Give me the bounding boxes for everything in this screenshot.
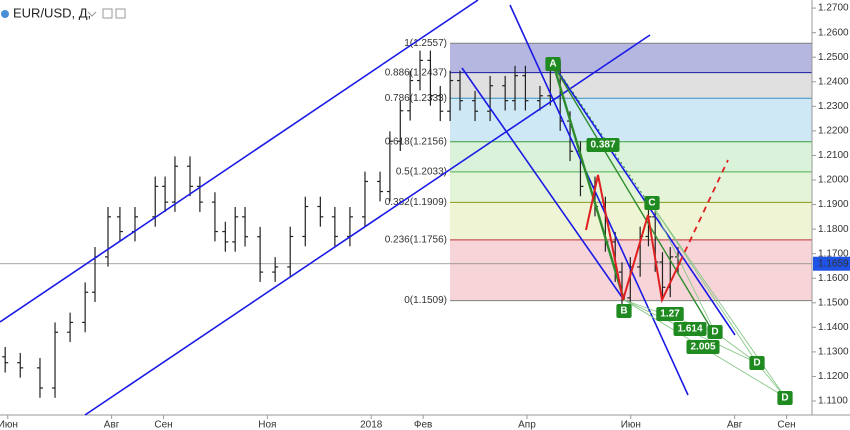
trend-line <box>552 62 651 206</box>
price-bars <box>2 50 682 398</box>
y-tick-label: 1.1500 <box>818 297 849 308</box>
x-tick-label: Июн <box>621 420 641 430</box>
fib-band <box>450 171 812 203</box>
point-tag: D <box>749 356 765 370</box>
y-tick-label: 1.1800 <box>818 224 849 235</box>
zigzag <box>585 174 681 304</box>
tag-box <box>686 340 720 354</box>
fib-label: 0.5(1.2033) <box>396 167 447 178</box>
annotation-tags: A B C D D D 0.387 1.27 1.614 2.005 <box>545 57 793 405</box>
x-tick-label: Авг <box>104 420 120 430</box>
point-tag: B <box>616 304 632 318</box>
x-tick-label: Апр <box>518 420 536 430</box>
tag-box <box>777 391 793 405</box>
pattern-leg <box>651 204 716 333</box>
channel-line <box>0 0 479 323</box>
x-tick-label: Авг <box>727 420 743 430</box>
channel-line <box>84 34 651 416</box>
fib-band <box>450 72 812 99</box>
point-label: D <box>753 358 760 369</box>
settings-icon[interactable] <box>102 8 113 19</box>
y-tick-label: 1.2500 <box>818 52 849 63</box>
point-tag: D <box>707 325 723 339</box>
fib-label: 0.236(1.1756) <box>385 235 447 246</box>
fib-label: 0.618(1.2156) <box>385 136 447 147</box>
tag-box <box>545 57 561 71</box>
channel-line <box>509 4 689 396</box>
y-tick-label: 1.1400 <box>818 322 849 333</box>
point-label: D <box>781 393 788 404</box>
ratio-label: 1.27 <box>660 309 680 320</box>
fib-band <box>450 202 812 240</box>
y-tick-label: 1.1700 <box>818 248 849 259</box>
fibonacci: 1(1.2557) 0.886(1.2437) 0.786(1.2333) 0.618… <box>385 38 812 306</box>
tag-box <box>586 138 620 152</box>
point-tag: A <box>545 57 561 71</box>
ratio-label: 2.005 <box>690 342 715 353</box>
y-tick-label: 1.2200 <box>818 126 849 137</box>
last-price-label: 1.1659 <box>818 258 849 269</box>
fib-label: 0.786(1.2333) <box>385 93 447 104</box>
fib-label: 0.886(1.2437) <box>385 67 447 78</box>
y-tick-label: 1.2700 <box>818 3 849 14</box>
channel-line <box>549 59 736 336</box>
projection <box>679 159 729 263</box>
ratio-tag: 1.614 <box>673 322 707 336</box>
y-tick-label: 1.1300 <box>818 347 849 358</box>
x-tick-label: Ноя <box>258 420 276 430</box>
x-tick-label: Фев <box>414 420 432 430</box>
ratio-label: 0.387 <box>590 140 615 151</box>
ratio-tag: 1.27 <box>656 307 684 321</box>
ratio-tag: 2.005 <box>686 340 720 354</box>
trend-line <box>551 62 713 331</box>
point-tag: D <box>777 391 793 405</box>
y-tick-label: 1.2100 <box>818 150 849 161</box>
point-label: B <box>620 306 627 317</box>
y-tick-label: 1.1900 <box>818 199 849 210</box>
tag-box <box>616 304 632 318</box>
price-axis-bg <box>812 0 850 430</box>
y-tick-label: 1.1200 <box>818 371 849 382</box>
point-tag: C <box>644 196 660 210</box>
fib-band <box>450 98 812 142</box>
close-icon[interactable] <box>115 8 126 19</box>
header: EUR/USD, Д, <box>1 5 126 20</box>
tag-box <box>749 356 765 370</box>
pattern-leg <box>551 62 626 301</box>
ratio-tag: 0.387 <box>586 138 620 152</box>
fib-label: 0.382(1.1909) <box>385 197 447 208</box>
dropdown-icon[interactable] <box>87 11 97 17</box>
point-label: C <box>648 198 655 209</box>
tag-box <box>673 322 707 336</box>
point-label: D <box>711 327 718 338</box>
y-tick-label: 1.2600 <box>818 27 849 38</box>
tag-box <box>707 325 723 339</box>
x-tick-label: Сен <box>777 420 795 430</box>
x-tick-label: Сен <box>154 420 172 430</box>
y-tick-label: 1.2400 <box>818 76 849 87</box>
tag-box <box>656 307 684 321</box>
fib-label: 1(1.2557) <box>404 38 447 49</box>
x-tick-label: Июн <box>0 420 18 430</box>
tag-box <box>644 196 660 210</box>
chart-title: EUR/USD, Д, <box>13 5 91 20</box>
channel-line <box>461 67 625 301</box>
last-price-box <box>813 256 850 271</box>
x-tick-label: 2018 <box>360 420 383 430</box>
fib-band <box>450 141 812 172</box>
point-label: A <box>549 59 556 70</box>
y-tick-label: 1.2300 <box>818 101 849 112</box>
ratio-label: 1.614 <box>677 324 702 335</box>
y-tick-label: 1.1100 <box>818 396 848 407</box>
y-tick-label: 1.2000 <box>818 175 849 186</box>
y-tick-label: 1.1600 <box>818 273 849 284</box>
fib-label: 0(1.1509) <box>404 295 447 306</box>
symbol-icon <box>1 10 9 18</box>
pattern-leg <box>651 204 758 364</box>
